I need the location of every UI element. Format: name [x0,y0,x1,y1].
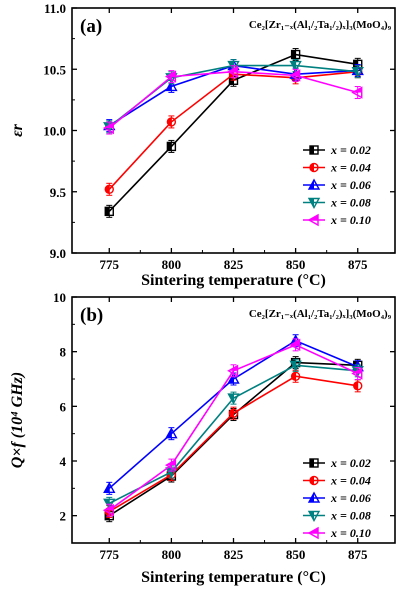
data-point-marker-fill [290,361,296,371]
y-tick-label: 10 [53,290,66,305]
y-axis-label: εr [9,123,26,137]
series-line [108,361,358,517]
data-point-marker-fill [167,117,172,126]
legend-entry-label: x = 0.02 [330,143,371,157]
x-tick-label: 800 [162,547,182,562]
data-point-marker-fill [105,207,110,216]
compound-formula: Ce₂[Zr₁₋ₓ(Al₁/₂Ta₁/₂)ₓ]₃(MoO₄)₉ [249,19,392,31]
y-tick-label: 10.5 [43,62,66,77]
panel-b-quality-factor-chart: 775 800 825 850 875 2 4 6 8 10 Sintering temperatu… [9,290,396,586]
data-point-marker-fill [352,67,358,77]
y-tick-label: 4 [60,454,67,469]
data-point-marker-fill [228,374,234,383]
data-point-marker-fill [352,368,362,374]
legend-entry-label: x = 0.04 [330,161,371,175]
legend-marker-fill [309,493,314,502]
x-tick-label: 775 [100,547,120,562]
data-point-marker-fill [290,61,296,71]
panel-label: (a) [80,16,102,37]
data-point-marker-fill [228,394,234,404]
legend-marker-fill [309,180,314,189]
y-tick-label: 8 [60,345,67,360]
x-tick-label: 875 [348,547,368,562]
legend-entry-label: x = 0.04 [330,474,371,488]
x-axis-label: Sintering temperature (°C) [141,569,326,586]
y-tick-label: 9.5 [50,185,67,200]
x-tick-label: 825 [224,257,244,272]
legend-marker-fill [310,163,314,172]
y-tick-label: 6 [60,399,67,414]
series-4 [102,338,363,517]
panel-label: (b) [80,305,103,326]
series-4 [102,65,363,135]
x-tick-label: 775 [100,257,120,272]
y-tick-label: 11.0 [44,1,66,16]
data-point-marker-fill [105,185,110,194]
legend-entry-label: x = 0.06 [330,178,371,192]
y-tick-label: 9.0 [50,246,66,261]
data-point-marker-fill [166,460,176,466]
legend-marker-fill [310,459,314,467]
legend-marker-fill [309,198,314,208]
legend-marker-fill [310,146,314,154]
y-tick-label: 2 [60,509,67,524]
y-axis-label: Q×f (10⁴ GHz) [9,372,26,468]
data-point-marker-fill [166,428,172,438]
data-point-marker-fill [104,123,114,129]
x-tick-label: 875 [348,257,368,272]
legend-entry-label: x = 0.02 [330,456,371,470]
y-tick-label: 10.0 [43,124,66,139]
data-point-marker-fill [290,339,300,345]
legend-entry-label: x = 0.10 [330,526,371,540]
data-point-marker-fill [353,381,358,390]
legend-marker-fill [309,511,314,521]
data-point-marker-fill [352,87,362,93]
data-point-marker-fill [228,66,238,72]
legend-marker-fill [310,476,314,485]
data-point-marker-fill [228,365,238,371]
data-point-marker-fill [104,505,114,511]
legend-marker-fill [309,215,318,220]
legend-entry-label: x = 0.08 [330,196,371,210]
legend-marker-fill [309,528,318,533]
legend-entry-label: x = 0.08 [330,509,371,523]
legend-entry-label: x = 0.10 [330,213,371,227]
legend: x = 0.02 x = 0.04 x = 0.06 x = 0.08 x = 0.10 [303,143,371,227]
data-point-marker-fill [290,70,300,76]
data-point-marker-fill [291,372,296,381]
x-tick-label: 850 [286,257,306,272]
x-axis-label: Sintering temperature (°C) [141,272,326,289]
data-point-marker-fill [104,483,110,493]
x-tick-label: 800 [162,257,182,272]
x-tick-label: 825 [224,547,244,562]
data-point-marker-fill [166,71,176,77]
x-tick-label: 850 [286,547,306,562]
compound-formula: Ce₂[Zr₁₋ₓ(Al₁/₂Ta₁/₂)ₓ]₃(MoO₄)₉ [249,308,392,320]
data-point-marker-fill [229,409,234,418]
data-point-marker-fill [167,142,172,151]
data-point-marker-fill [166,467,172,477]
panel-a-dielectric-constant-chart: 775 800 825 850 875 9.0 9.5 10.0 10.5 11.0 Sinteri… [9,1,396,289]
legend-entry-label: x = 0.06 [330,491,371,505]
legend: x = 0.02 x = 0.04 x = 0.06 x = 0.08 x = 0.10 [303,456,371,540]
data-point-marker-fill [291,50,296,59]
